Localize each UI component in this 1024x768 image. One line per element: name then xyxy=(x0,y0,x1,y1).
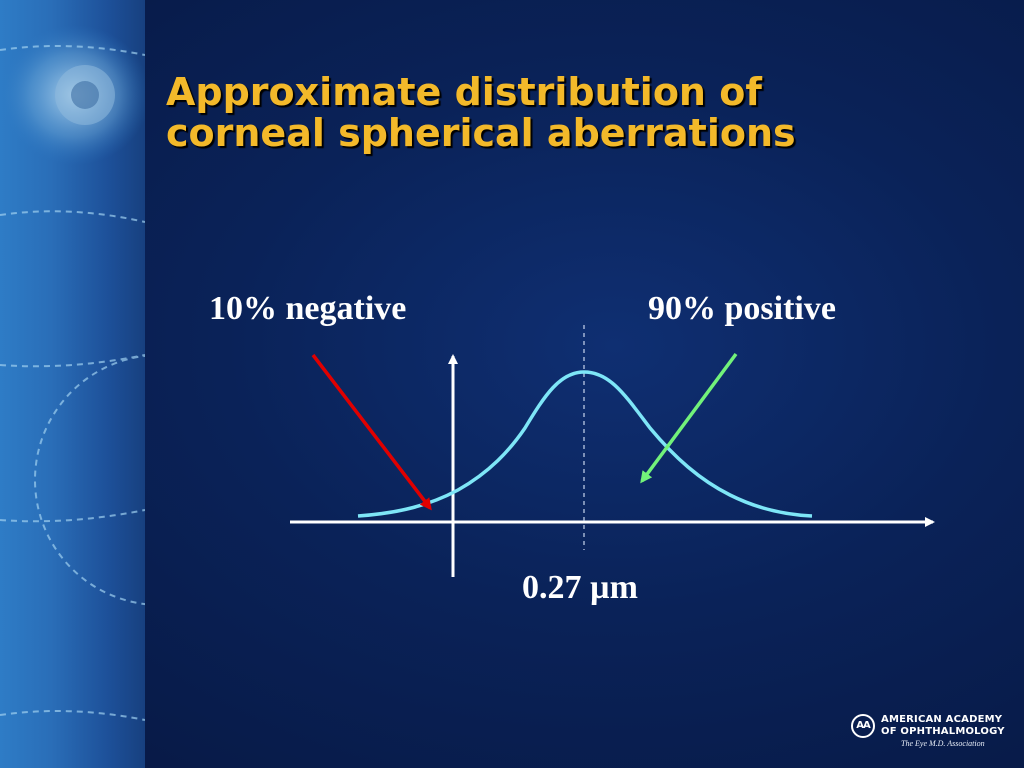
aao-logo-icon: AA xyxy=(851,714,875,738)
positive-arrow xyxy=(640,352,738,484)
distribution-curve xyxy=(357,370,813,518)
logo-tagline: The Eye M.D. Association xyxy=(901,739,985,748)
slide-title: Approximate distribution of corneal sphe… xyxy=(166,70,796,155)
logo-line-1: AMERICAN ACADEMY xyxy=(881,714,1003,725)
sidebar-eye-graphic xyxy=(0,0,145,768)
mean-value-label: 0.27 µm xyxy=(522,569,638,606)
aao-logo: AA AMERICAN ACADEMY OF OPHTHALMOLOGY The… xyxy=(851,712,1005,752)
eye-image-icon xyxy=(0,25,145,721)
negative-label: 10% negative xyxy=(209,290,407,327)
positive-label: 90% positive xyxy=(648,290,836,327)
negative-arrow xyxy=(311,353,432,511)
logo-line-2: OF OPHTHALMOLOGY xyxy=(881,726,1005,737)
